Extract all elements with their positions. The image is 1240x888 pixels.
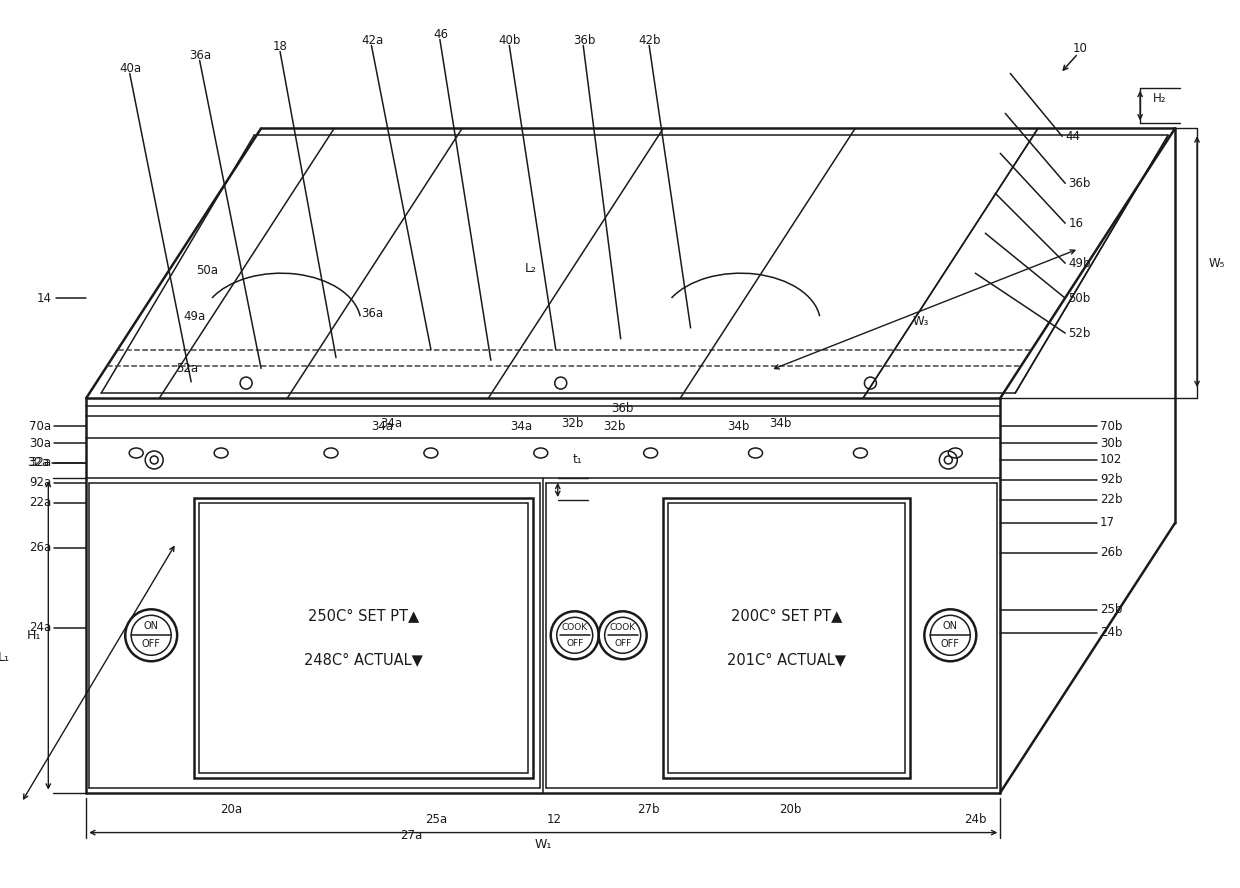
- Bar: [195, 498, 533, 778]
- Text: W₁: W₁: [534, 838, 552, 851]
- Text: 36a: 36a: [190, 49, 211, 62]
- Text: 36b: 36b: [610, 401, 634, 415]
- Text: 30a: 30a: [30, 437, 51, 449]
- Text: 49b: 49b: [1068, 257, 1091, 270]
- Text: 16: 16: [1068, 217, 1084, 230]
- Text: 201C° ACTUAL▼: 201C° ACTUAL▼: [727, 653, 846, 667]
- Text: 34b: 34b: [769, 416, 791, 430]
- Text: 20a: 20a: [219, 803, 242, 816]
- Text: ON: ON: [942, 622, 957, 631]
- Text: 24a: 24a: [29, 622, 51, 634]
- Text: L₁: L₁: [0, 651, 10, 664]
- Text: 49a: 49a: [184, 310, 206, 322]
- Text: 250C° SET PT▲: 250C° SET PT▲: [308, 608, 419, 623]
- Text: 36b: 36b: [573, 34, 595, 47]
- Text: 42a: 42a: [361, 34, 383, 47]
- Text: 18: 18: [273, 40, 288, 53]
- Text: W₃: W₃: [913, 315, 929, 328]
- Text: 10: 10: [1073, 42, 1087, 55]
- Text: 32a: 32a: [27, 456, 50, 470]
- Text: OFF: OFF: [941, 639, 960, 649]
- Text: 36b: 36b: [1068, 177, 1090, 190]
- Text: 36a: 36a: [361, 306, 383, 320]
- Text: 34a: 34a: [371, 419, 393, 432]
- Text: 46: 46: [433, 28, 448, 41]
- Text: 248C° ACTUAL▼: 248C° ACTUAL▼: [304, 653, 423, 667]
- Text: ON: ON: [144, 622, 159, 631]
- Text: COOK: COOK: [610, 622, 636, 631]
- Text: 26a: 26a: [29, 542, 51, 554]
- Text: 32b: 32b: [603, 419, 625, 432]
- Text: OFF: OFF: [567, 638, 583, 647]
- Text: 12: 12: [547, 813, 562, 826]
- Text: W₅: W₅: [1209, 257, 1225, 270]
- Text: H₂: H₂: [1153, 91, 1167, 105]
- Text: 92b: 92b: [1100, 473, 1122, 487]
- Text: 34b: 34b: [728, 419, 750, 432]
- Text: 40b: 40b: [498, 34, 521, 47]
- Text: 25a: 25a: [425, 813, 446, 826]
- Text: L₂: L₂: [525, 262, 537, 274]
- Text: 32b: 32b: [562, 416, 584, 430]
- Text: 52b: 52b: [1068, 327, 1090, 339]
- Text: 70b: 70b: [1100, 419, 1122, 432]
- Text: 26b: 26b: [1100, 546, 1122, 559]
- Text: OFF: OFF: [614, 638, 631, 647]
- Text: 25b: 25b: [1100, 603, 1122, 616]
- Text: 34a: 34a: [379, 416, 402, 430]
- Text: 27b: 27b: [637, 803, 660, 816]
- Text: 42b: 42b: [639, 34, 661, 47]
- Bar: [662, 498, 910, 778]
- Text: 17: 17: [1100, 517, 1115, 529]
- Text: 27a: 27a: [399, 829, 422, 842]
- Text: 102: 102: [1100, 454, 1122, 466]
- Text: 50b: 50b: [1068, 291, 1090, 305]
- Text: 32a: 32a: [30, 456, 51, 470]
- Text: 50a: 50a: [196, 264, 218, 277]
- Bar: [200, 503, 528, 773]
- Text: 30b: 30b: [1100, 437, 1122, 449]
- Text: H₁: H₁: [27, 629, 41, 642]
- Text: COOK: COOK: [562, 622, 588, 631]
- Text: 24b: 24b: [963, 813, 987, 826]
- Text: 200C° SET PT▲: 200C° SET PT▲: [730, 608, 842, 623]
- Text: 40a: 40a: [119, 62, 141, 75]
- Text: 24b: 24b: [1100, 626, 1122, 639]
- Text: 44: 44: [1065, 130, 1080, 143]
- Text: 70a: 70a: [30, 419, 51, 432]
- Text: t₁: t₁: [573, 454, 583, 466]
- Text: 22b: 22b: [1100, 494, 1122, 506]
- Bar: [667, 503, 905, 773]
- Text: 52a: 52a: [176, 361, 198, 375]
- Text: 14: 14: [36, 291, 51, 305]
- Text: 22a: 22a: [29, 496, 51, 510]
- Text: OFF: OFF: [141, 639, 161, 649]
- Text: 92a: 92a: [29, 477, 51, 489]
- Text: 34a: 34a: [511, 419, 533, 432]
- Text: 20b: 20b: [779, 803, 802, 816]
